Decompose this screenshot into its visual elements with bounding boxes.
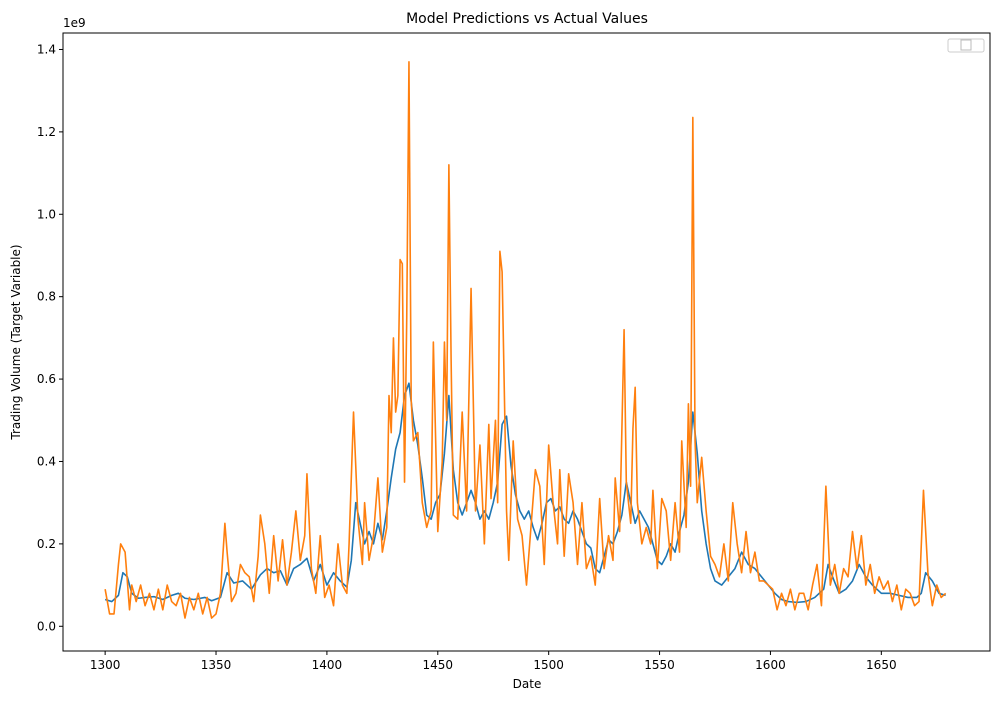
x-tick-label: 1600 xyxy=(755,658,786,672)
y-axis-label: Trading Volume (Target Variable) xyxy=(9,244,23,440)
x-tick-label: 1650 xyxy=(866,658,897,672)
x-tick-label: 1550 xyxy=(644,658,675,672)
y-offset-label: 1e9 xyxy=(63,16,86,30)
y-tick-label: 0.4 xyxy=(37,454,56,468)
y-tick-label: 1.2 xyxy=(37,125,56,139)
y-tick-label: 0.2 xyxy=(37,537,56,551)
y-tick-label: 0.0 xyxy=(37,619,56,633)
x-tick-label: 1300 xyxy=(90,658,121,672)
series-layer xyxy=(104,61,947,619)
x-tick-label: 1400 xyxy=(312,658,343,672)
x-axis-label: Date xyxy=(513,677,542,691)
y-tick-label: 0.6 xyxy=(37,372,56,386)
x-tick-label: 1350 xyxy=(201,658,232,672)
y-tick-label: 1.0 xyxy=(37,207,56,221)
y-tick-label: 0.8 xyxy=(37,290,56,304)
y-axis-ticks: 0.0 0.2 0.4 0.6 0.8 1.0 1.2 1.4 xyxy=(37,42,63,633)
series-line-actual xyxy=(104,61,947,619)
x-tick-label: 1450 xyxy=(423,658,454,672)
legend-empty-icon xyxy=(960,39,972,51)
x-axis-ticks: 1300 1350 1400 1450 1500 1550 1600 1650 xyxy=(90,651,897,672)
plot-frame xyxy=(62,32,991,652)
x-tick-label: 1500 xyxy=(533,658,564,672)
y-tick-label: 1.4 xyxy=(37,42,56,56)
chart-title: Model Predictions vs Actual Values xyxy=(406,11,648,27)
